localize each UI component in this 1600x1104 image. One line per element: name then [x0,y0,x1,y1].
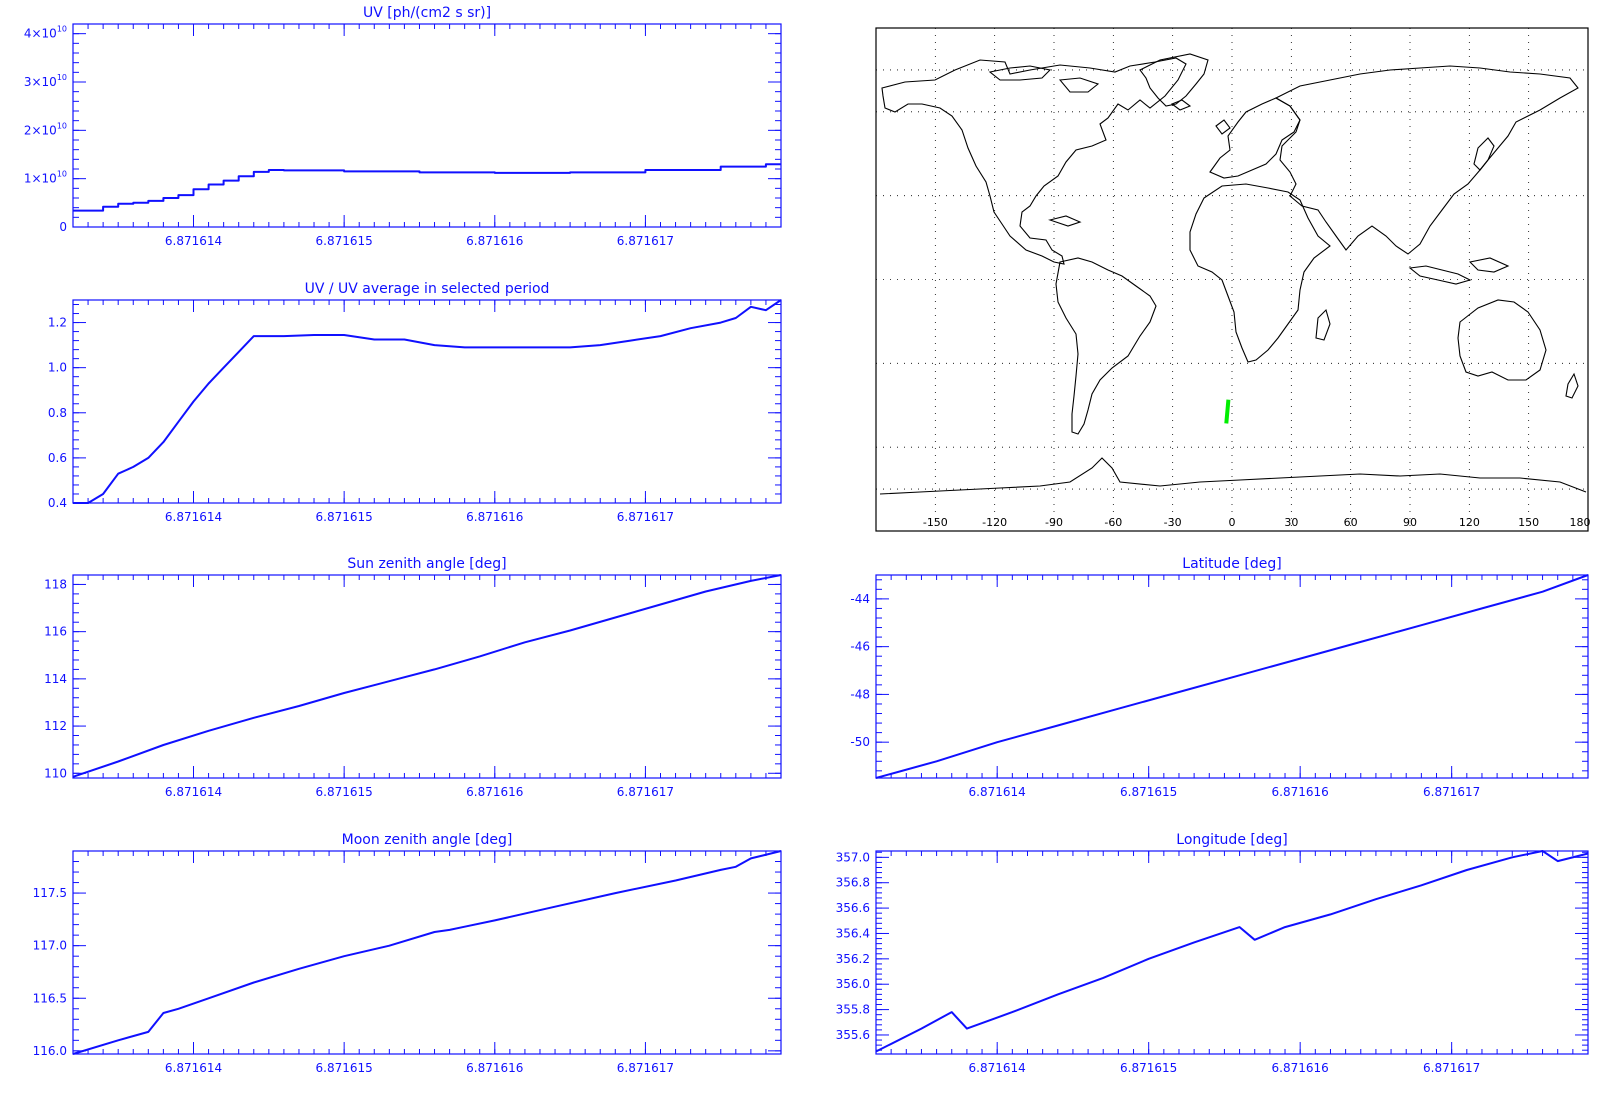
y-tick-label: 0.6 [48,451,67,465]
y-tick-label: 118 [44,577,67,591]
x-tick-label: 6.871614 [165,1061,222,1075]
map-longitude-tick-labels: -150 -120 -90 -60 -30 0 30 60 90 120 150 180 [923,516,1591,529]
x-tick-label: 6.871614 [165,234,222,248]
x-tick-label: 6.871617 [617,785,674,799]
y-tick-label: 4×1010 [24,25,67,41]
map-lon-label: 0 [1229,516,1236,529]
chart-uv: UV [ph/(cm2 s sr)] 6.871614 6.871615 6.8716… [24,5,782,248]
chart-frame [72,23,782,228]
y-tick-label: 110 [44,766,67,780]
map-lon-label: 180 [1570,516,1591,529]
map-lon-label: -150 [923,516,948,529]
chart-uvratio: UV / UV average in selected period 6.8716… [48,281,782,524]
series-line [875,574,1589,779]
chart-frame [72,574,782,779]
coastlines [879,53,1587,495]
series-line [73,163,781,212]
chart-frame [72,299,782,504]
y-tick-label: 355.8 [836,1003,870,1017]
chart-mza: Moon zenith angle [deg] 6.871614 6.871615 6… [33,832,782,1075]
chart-lon: Longitude [deg] 6.871614 6.871615 6.871616 6… [836,832,1589,1075]
chart-frame [72,850,782,1055]
y-tick-label: 0.8 [48,406,67,420]
chart-sza: Sun zenith angle [deg] 6.871614 6.871615 6.… [44,556,782,799]
map-lon-label: 120 [1459,516,1480,529]
x-tick-label: 6.871617 [1423,785,1480,799]
y-tick-label: 116.5 [33,991,67,1005]
world-map-panel: -150 -120 -90 -60 -30 0 30 60 90 120 150 180 [875,27,1591,532]
chart-title: Longitude [deg] [1176,832,1287,848]
chart-title: Sun zenith angle [deg] [347,556,506,572]
chart-title: UV / UV average in selected period [305,281,550,297]
x-tick-label: 6.871617 [1423,1061,1480,1075]
x-tick-label: 6.871614 [165,510,222,524]
map-lon-label: 60 [1344,516,1358,529]
series-line [875,850,1589,1053]
x-tick-label: 6.871616 [466,510,523,524]
x-tick-label: 6.871617 [617,510,674,524]
y-tick-label: 356.8 [836,876,870,890]
x-tick-label: 6.871615 [1120,785,1177,799]
y-tick-label: 1.0 [48,361,67,375]
y-tick-label: -50 [850,735,870,749]
y-tick-label: 356.4 [836,926,870,940]
chart-frame [875,850,1589,1055]
x-tick-label: 6.871614 [969,1061,1026,1075]
y-tick-label: 114 [44,672,67,686]
y-tick-label: 356.0 [836,977,870,991]
charts-layer: UV [ph/(cm2 s sr)] 6.871614 6.871615 6.8716… [24,5,1589,1075]
x-tick-label: 6.871615 [316,510,373,524]
chart-title: Latitude [deg] [1182,556,1281,572]
y-tick-label: 117.5 [33,886,67,900]
y-tick-label: 0 [59,220,67,234]
x-tick-label: 6.871616 [466,785,523,799]
y-tick-label: 356.6 [836,901,870,915]
y-tick-label: -46 [850,640,870,654]
y-tick-label: 355.6 [836,1028,870,1042]
y-tick-label: 2×1010 [24,121,67,137]
map-lon-label: -90 [1045,516,1063,529]
map-lon-label: 150 [1518,516,1539,529]
x-tick-label: 6.871614 [969,785,1026,799]
y-tick-label: 356.2 [836,952,870,966]
x-tick-label: 6.871617 [617,1061,674,1075]
y-tick-label: 0.4 [48,496,67,510]
x-tick-label: 6.871616 [466,234,523,248]
map-lon-label: 30 [1284,516,1298,529]
y-tick-label: -48 [850,687,870,701]
chart-title: UV [ph/(cm2 s sr)] [363,5,491,21]
x-tick-label: 6.871615 [316,1061,373,1075]
chart-lat: Latitude [deg] 6.871614 6.871615 6.871616 6.… [850,556,1589,799]
x-tick-label: 6.871615 [316,785,373,799]
y-tick-label: 1.2 [48,316,67,330]
y-tick-label: 117.0 [33,939,67,953]
x-tick-label: 6.871616 [1272,1061,1329,1075]
x-tick-label: 6.871616 [466,1061,523,1075]
chart-title: Moon zenith angle [deg] [342,832,513,848]
map-lon-label: 90 [1403,516,1417,529]
y-tick-label: 357.0 [836,850,870,864]
x-tick-label: 6.871616 [1272,785,1329,799]
map-lon-label: -120 [982,516,1007,529]
x-tick-label: 6.871617 [617,234,674,248]
y-tick-label: 3×1010 [24,73,67,89]
satellite-track [1224,399,1231,424]
y-tick-label: 116 [44,625,67,639]
series-line [72,850,782,1055]
map-lon-label: -30 [1164,516,1182,529]
x-tick-label: 6.871615 [316,234,373,248]
y-tick-label: 112 [44,719,67,733]
chart-frame [875,574,1589,779]
y-tick-label: 1×1010 [24,170,67,186]
x-tick-label: 6.871615 [1120,1061,1177,1075]
map-lon-label: -60 [1104,516,1122,529]
y-tick-label: 116.0 [33,1044,67,1058]
x-tick-label: 6.871614 [165,785,222,799]
series-line [73,299,782,504]
series-line [72,574,782,778]
y-tick-label: -44 [850,592,870,606]
